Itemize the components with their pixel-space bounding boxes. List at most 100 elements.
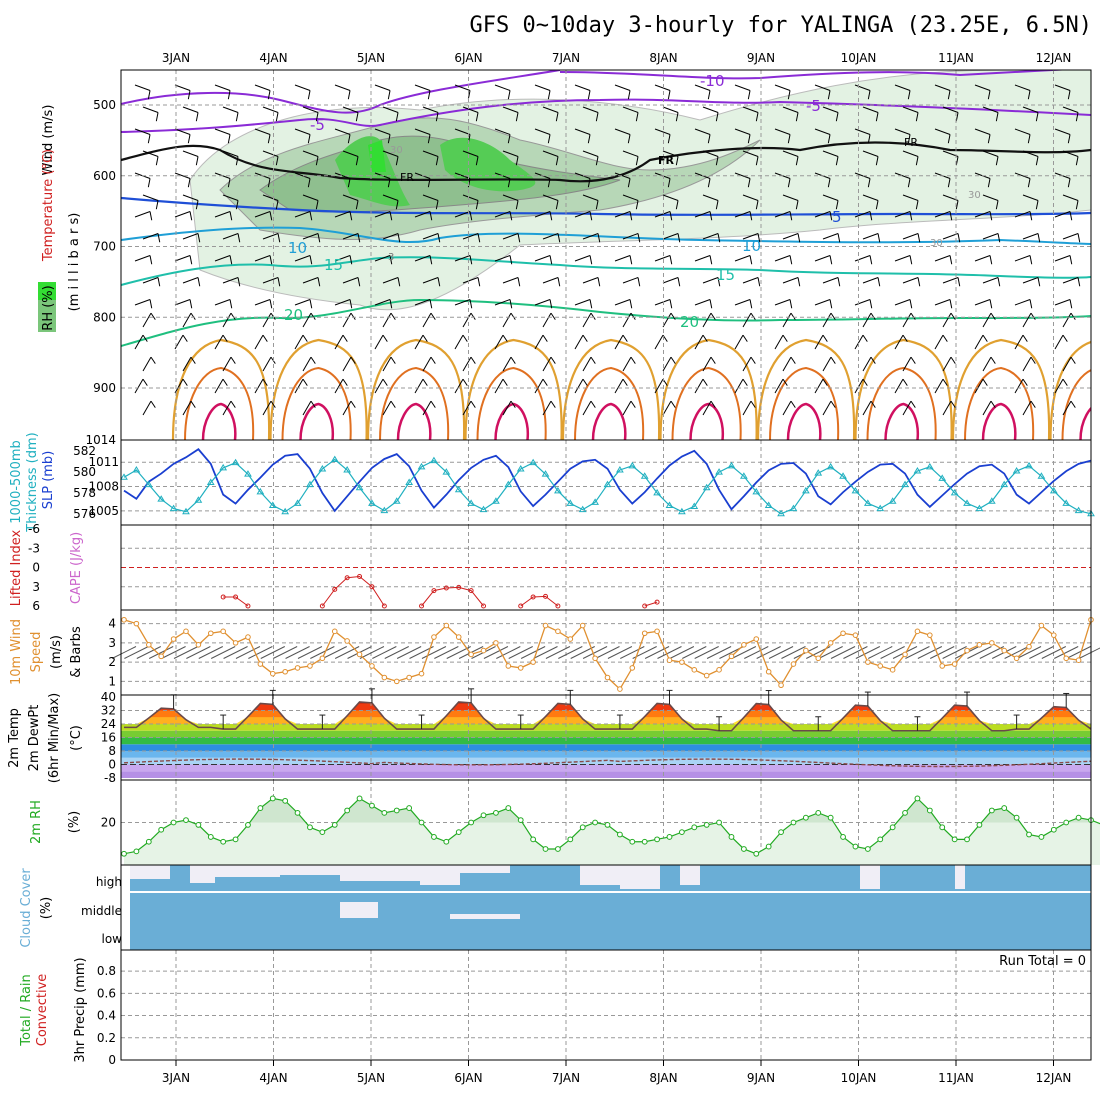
contour-hot-lobe xyxy=(574,366,645,440)
wind10-barb xyxy=(595,646,620,659)
upper-wind-barb xyxy=(814,128,831,135)
rh2m-point xyxy=(740,846,747,852)
upper-wind-barb-flag xyxy=(675,200,679,210)
upper-wind-barb xyxy=(654,128,671,135)
upper-wind-barb-flag xyxy=(237,277,241,287)
upper-wind-barb xyxy=(1014,255,1031,262)
upper-wind-barb-flag xyxy=(509,211,513,221)
upper-wind-barb xyxy=(894,378,904,394)
temp-tick-label: 32 xyxy=(101,704,116,718)
upper-wind-barb-flag xyxy=(590,400,596,408)
wind10-point xyxy=(232,640,239,646)
upper-wind-barb-flag xyxy=(667,90,671,100)
upper-wind-barb-flag xyxy=(1062,378,1068,386)
upper-wind-barb-flag xyxy=(955,156,959,166)
thickness-point xyxy=(603,480,612,488)
li-tick-label: 0 xyxy=(32,561,40,575)
cloud-gap-high xyxy=(280,865,340,875)
precip-tick-label: 0.6 xyxy=(97,986,116,1000)
upper-wind-barb xyxy=(494,128,511,135)
upper-wind-barb-flag xyxy=(227,178,231,188)
upper-wind-barb xyxy=(182,400,192,416)
thickness-point xyxy=(318,464,327,472)
wind10-point xyxy=(617,686,623,692)
upper-wind-barb-flag xyxy=(150,400,156,408)
upper-wind-barb-flag xyxy=(230,356,236,364)
rh2m-point xyxy=(369,802,375,809)
wind10-barb xyxy=(322,646,347,659)
upper-wind-barb xyxy=(302,277,319,284)
upper-wind-barb xyxy=(222,356,232,372)
upper-wind-barb-flag xyxy=(957,233,961,243)
upper-wind-barb xyxy=(334,128,351,135)
rh2m-point xyxy=(616,831,623,838)
wind10-point xyxy=(220,628,226,635)
upper-wind-barb-flag xyxy=(669,255,673,265)
rh2m-point xyxy=(1013,814,1020,821)
upper-wind-barb xyxy=(294,334,304,350)
thickness-point xyxy=(244,470,252,477)
wind10-point xyxy=(951,661,958,667)
upper-wind-barb xyxy=(422,233,439,240)
upper-wind-barb xyxy=(1062,233,1079,240)
upper-wind-barb xyxy=(902,194,919,201)
upper-wind-barb-flag xyxy=(630,356,636,364)
thickness-point xyxy=(653,488,661,496)
wind10-barb xyxy=(533,646,558,659)
contour-warm-lobe xyxy=(171,338,271,440)
rh2m-point xyxy=(1038,834,1045,840)
contour-red-lobe xyxy=(494,402,530,440)
upper-wind-barb xyxy=(734,299,751,306)
temp-color-band xyxy=(121,751,1091,758)
thickness-point xyxy=(901,480,909,488)
wind10-point xyxy=(989,640,995,646)
upper-wind-barb xyxy=(1062,400,1072,416)
upper-wind-barb-flag xyxy=(789,211,793,221)
upper-wind-barb-flag xyxy=(1062,334,1068,342)
upper-wind-barb xyxy=(742,277,759,284)
upper-wind-barb-flag xyxy=(222,334,228,342)
upper-wind-barb xyxy=(254,128,271,135)
upper-wind-barb xyxy=(1022,312,1032,328)
thickness-point xyxy=(120,473,128,480)
upper-y-ticks: 500 600 700 800 900 1014 xyxy=(85,98,116,447)
upper-wind-barb-flag xyxy=(915,200,919,210)
upper-wind-barb xyxy=(894,128,911,135)
upper-wind-barb-flag xyxy=(707,90,711,100)
rh2m-point xyxy=(840,834,846,840)
upper-wind-barb xyxy=(854,299,871,306)
upper-wind-barb xyxy=(782,233,799,240)
wind10-point xyxy=(939,663,946,669)
upper-wind-barb-flag xyxy=(429,299,433,309)
date-labels-top: 3JAN 4JAN 5JAN 6JAN 7JAN 8JAN 9JAN 10JAN 11JAN 12… xyxy=(162,51,1071,65)
upper-wind-barb xyxy=(414,378,424,394)
upper-wind-barb xyxy=(1014,128,1031,135)
upper-wind-barb-flag xyxy=(1067,90,1071,100)
upper-wind-barb xyxy=(582,150,599,157)
thickness-point xyxy=(1074,506,1083,514)
upper-wind-barb xyxy=(622,400,632,416)
upper-wind-barb-flag xyxy=(547,134,551,144)
temp-color-band xyxy=(121,771,1091,778)
rh2m-point xyxy=(815,809,822,816)
li-point xyxy=(555,603,561,609)
upper-wind-barb xyxy=(694,84,711,91)
upper-wind-barb xyxy=(222,150,239,157)
upper-wind-barb xyxy=(694,378,704,394)
upper-wind-barb xyxy=(142,312,152,328)
upper-wind-barb xyxy=(734,255,751,262)
temp-label-3: (6hr Min/Max) xyxy=(47,693,62,783)
upper-wind-barb-flag xyxy=(542,334,548,342)
wind10-point xyxy=(741,642,747,648)
upper-wind-barb-flag xyxy=(902,334,908,342)
upper-wind-barb-flag xyxy=(1077,233,1081,243)
upper-wind-barb xyxy=(342,150,359,157)
wind10-point xyxy=(121,616,127,623)
upper-wind-barb-flag xyxy=(949,299,953,309)
wind10-barb xyxy=(372,646,397,659)
upper-wind-barb xyxy=(574,211,591,218)
upper-wind-barb-flag xyxy=(622,378,628,386)
li-right-label: CAPE (J/kg) xyxy=(69,532,84,604)
rh2m-point xyxy=(976,822,983,828)
thickness-point xyxy=(430,456,438,464)
